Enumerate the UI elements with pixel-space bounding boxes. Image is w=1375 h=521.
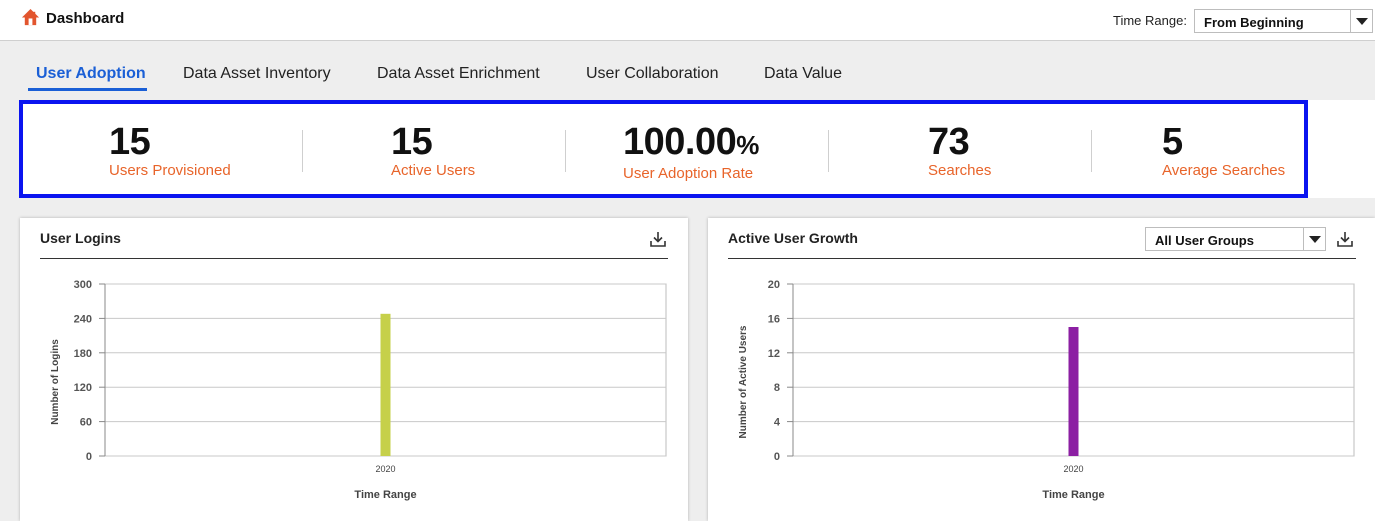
user-logins-panel: User Logins 0 60 120 180 240 300 2020 Time Rang… [20,218,688,521]
panel-divider [728,258,1356,259]
y-tick-label: 300 [74,279,92,291]
x-axis-label: Time Range [354,489,416,501]
panel-title: User Logins [40,230,121,246]
user-group-select[interactable]: All User Groups [1145,227,1326,251]
kpi-label: User Adoption Rate [623,165,754,182]
kpi-label: Average Searches [1162,162,1286,179]
y-tick-label: 4 [774,417,781,429]
kpi-value: 15 [391,121,433,163]
y-tick-label: 0 [86,451,92,463]
chevron-down-icon[interactable] [1350,10,1372,32]
y-tick-label: 0 [774,451,780,463]
top-bar: Dashboard Time Range: From Beginning [0,0,1375,41]
home-icon[interactable] [21,8,40,27]
kpi-value: 73 [928,121,970,163]
y-tick-label: 12 [768,348,780,360]
y-tick-label: 180 [74,348,92,360]
y-tick-label: 20 [768,279,780,291]
kpi-average-searches: 5 Average Searches [1162,122,1285,179]
time-range-value: From Beginning [1204,15,1304,30]
kpi-bar-extension [1308,100,1375,198]
bar [380,313,391,456]
chevron-down-icon[interactable] [1303,228,1325,250]
kpi-divider [565,130,566,172]
y-axis-label: Number of Active Users [738,325,749,438]
active-tab-indicator [28,88,147,91]
tab-data-value[interactable]: Data Value [764,65,842,82]
y-tick-label: 60 [80,417,92,429]
kpi-user-adoption-rate: 100.00% User Adoption Rate [623,122,759,182]
kpi-summary: 15 Users Provisioned 15 Active Users 100… [19,100,1308,198]
x-axis-label: Time Range [1042,489,1104,501]
panel-divider [40,258,668,259]
time-range-label: Time Range: [1113,13,1187,28]
kpi-label: Users Provisioned [109,162,231,179]
user-logins-chart: 0 60 120 180 240 300 2020 Time Range Number of L… [50,279,667,501]
bar [1068,327,1079,456]
kpi-value: 15 [109,121,151,163]
kpi-divider [302,130,303,172]
tab-data-asset-enrichment[interactable]: Data Asset Enrichment [377,65,540,82]
kpi-label: Active Users [391,162,476,179]
time-range-select[interactable]: From Beginning [1194,9,1373,33]
tab-user-adoption[interactable]: User Adoption [36,65,146,82]
user-group-value: All User Groups [1155,233,1254,248]
y-axis-label: Number of Logins [50,339,61,425]
y-tick-label: 16 [768,313,780,325]
kpi-users-provisioned: 15 Users Provisioned [109,122,231,179]
kpi-divider [1091,130,1092,172]
x-tick-label: 2020 [375,464,395,474]
x-tick-label: 2020 [1063,464,1083,474]
kpi-label: Searches [928,162,992,179]
page-title: Dashboard [46,10,125,27]
tab-user-collaboration[interactable]: User Collaboration [586,65,719,82]
kpi-searches: 73 Searches [928,122,991,179]
y-tick-label: 120 [74,382,92,394]
y-tick-label: 240 [74,313,92,325]
kpi-active-users: 15 Active Users [391,122,475,179]
tab-data-asset-inventory[interactable]: Data Asset Inventory [183,65,331,82]
active-user-growth-panel: Active User Growth All User Groups 0 4 8 12… [708,218,1375,521]
y-tick-label: 8 [774,382,780,394]
kpi-value: 5 [1162,121,1183,163]
kpi-divider [828,130,829,172]
download-icon[interactable] [649,230,667,248]
panel-title: Active User Growth [728,230,858,246]
download-icon[interactable] [1336,230,1354,248]
kpi-value: 100.00% [623,121,759,163]
